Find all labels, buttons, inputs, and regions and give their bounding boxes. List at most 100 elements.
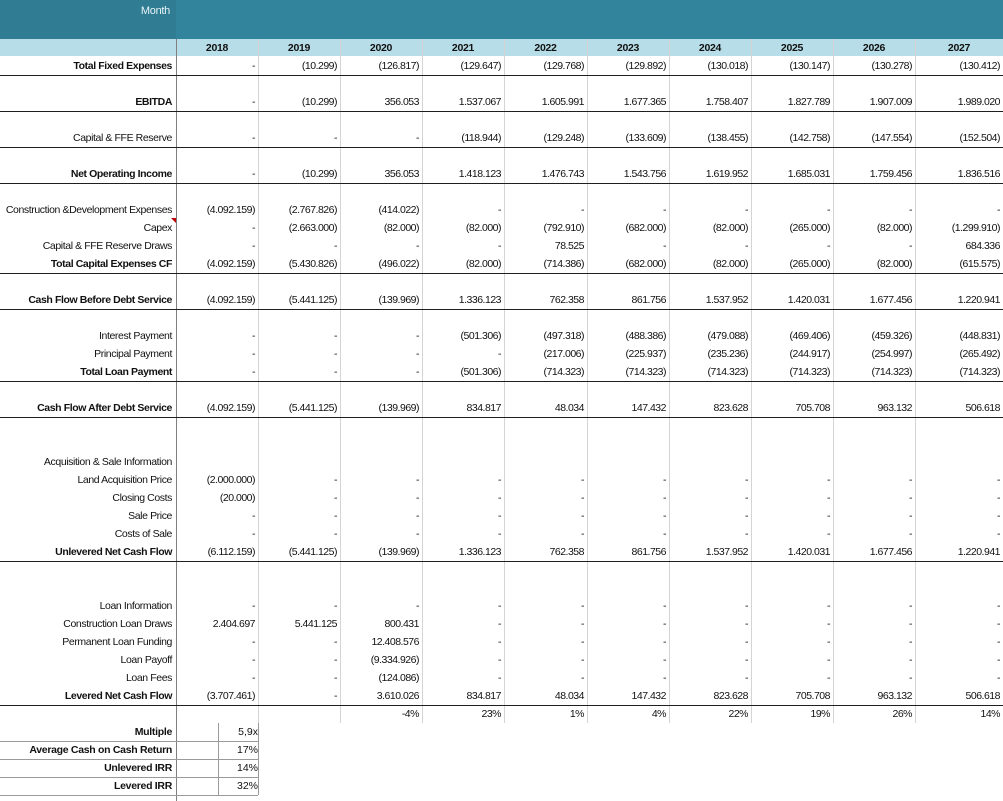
year-header-2025[interactable]: 2025	[780, 42, 804, 54]
cell-2025[interactable]: (142.758)	[789, 132, 831, 144]
cell-2021[interactable]: -	[498, 204, 502, 216]
cell-2022[interactable]: 1%	[569, 708, 585, 720]
cell-2020[interactable]: 3.610.026	[376, 690, 420, 702]
cell-2024[interactable]: -	[745, 618, 749, 630]
cell-2023[interactable]: -	[663, 204, 667, 216]
cell-2023[interactable]: -	[663, 492, 667, 504]
cell-2021[interactable]: -	[498, 510, 502, 522]
cell-2025[interactable]: 1.420.031	[787, 294, 831, 306]
cell-2020[interactable]: -	[416, 366, 420, 378]
month-header-cell[interactable]: Month	[0, 0, 176, 39]
cell-2019[interactable]: -	[334, 690, 338, 702]
cell-2021[interactable]: (82.000)	[465, 258, 502, 270]
cell-2021[interactable]: -	[498, 636, 502, 648]
cell-2018[interactable]: -	[252, 240, 256, 252]
cell-2019[interactable]: -	[334, 492, 338, 504]
cell-2022[interactable]: -	[581, 618, 585, 630]
cell-2022[interactable]: -	[581, 672, 585, 684]
cell-2021[interactable]: -	[498, 474, 502, 486]
cell-2025[interactable]: 1.827.789	[787, 96, 831, 108]
cell-2026[interactable]: -	[909, 204, 913, 216]
cell-2025[interactable]: -	[827, 654, 831, 666]
row-label[interactable]: Capex	[143, 222, 173, 234]
cell-2025[interactable]: 1.685.031	[787, 168, 831, 180]
cell-2027[interactable]: -	[997, 204, 1001, 216]
cell-2025[interactable]: -	[827, 240, 831, 252]
cell-2021[interactable]: -	[498, 240, 502, 252]
cell-2019[interactable]: (10.299)	[301, 168, 338, 180]
cell-2027[interactable]: (152.504)	[959, 132, 1001, 144]
cell-2021[interactable]: (118.944)	[461, 132, 501, 144]
cell-2026[interactable]: -	[909, 600, 913, 612]
cell-2018[interactable]: (6.112.159)	[207, 546, 256, 558]
cell-2018[interactable]: -	[252, 528, 256, 540]
cell-2023[interactable]: -	[663, 528, 667, 540]
cell-2026[interactable]: -	[909, 672, 913, 684]
cell-2022[interactable]: 1.476.743	[541, 168, 585, 180]
cell-2019[interactable]: -	[334, 636, 338, 648]
cell-2019[interactable]: (5.441.125)	[288, 546, 338, 558]
cell-2026[interactable]: 1.907.009	[869, 96, 913, 108]
cell-2023[interactable]: -	[663, 636, 667, 648]
cell-2018[interactable]: (4.092.159)	[206, 294, 256, 306]
cell-2018[interactable]: -	[252, 222, 256, 234]
cell-2022[interactable]: (714.386)	[543, 258, 585, 270]
cell-2018[interactable]: -	[252, 654, 256, 666]
cell-2020[interactable]: -	[416, 240, 420, 252]
cell-2027[interactable]: (448.831)	[959, 330, 1001, 342]
row-label[interactable]: Total Loan Payment	[80, 366, 172, 378]
row-label[interactable]: Sale Price	[128, 510, 172, 522]
row-label[interactable]: Closing Costs	[112, 492, 172, 504]
cell-2021[interactable]: 1.336.123	[458, 546, 502, 558]
cell-2019[interactable]: (10.299)	[301, 96, 338, 108]
cell-2022[interactable]: -	[581, 204, 585, 216]
row-label[interactable]: Costs of Sale	[114, 528, 173, 540]
cell-2027[interactable]: (615.575)	[959, 258, 1001, 270]
cell-2020[interactable]: -	[416, 510, 420, 522]
row-label[interactable]: Net Operating Income	[70, 168, 173, 180]
cell-2023[interactable]: 4%	[651, 708, 667, 720]
cell-2026[interactable]: 963.132	[877, 690, 913, 702]
cell-2020[interactable]: -	[416, 348, 420, 360]
cell-2022[interactable]: 762.358	[549, 546, 585, 558]
cell-2022[interactable]: 1.605.991	[541, 96, 585, 108]
summary-value[interactable]: 17%	[218, 741, 259, 759]
cell-2027[interactable]: (130.412)	[959, 60, 1001, 72]
cell-2026[interactable]: -	[909, 654, 913, 666]
cell-2026[interactable]: (147.554)	[871, 132, 913, 144]
year-header-2023[interactable]: 2023	[616, 42, 640, 54]
cell-2020[interactable]: 800.431	[384, 618, 420, 630]
cell-2018[interactable]: (2.000.000)	[206, 474, 256, 486]
cell-2023[interactable]: -	[663, 654, 667, 666]
cell-2019[interactable]: (2.767.826)	[288, 204, 338, 216]
cell-2026[interactable]: -	[909, 240, 913, 252]
cell-2027[interactable]: (1.299.910)	[951, 222, 1001, 234]
cell-2022[interactable]: -	[581, 636, 585, 648]
row-label[interactable]: Capital & FFE Reserve	[73, 132, 172, 144]
cell-2020[interactable]: (139.969)	[378, 294, 420, 306]
row-label[interactable]: Levered Net Cash Flow	[64, 690, 173, 702]
cell-2025[interactable]: 1.420.031	[787, 546, 831, 558]
cell-2018[interactable]: -	[252, 600, 256, 612]
year-header-2021[interactable]: 2021	[451, 42, 475, 54]
cell-2021[interactable]: -	[498, 348, 502, 360]
cell-2022[interactable]: -	[581, 492, 585, 504]
cell-2025[interactable]: -	[827, 636, 831, 648]
row-label[interactable]: Construction Loan Draws	[63, 618, 172, 630]
cell-2023[interactable]: 1.677.365	[623, 96, 667, 108]
cell-2027[interactable]: 1.220.941	[957, 294, 1001, 306]
cell-2020[interactable]: -	[416, 528, 420, 540]
cell-2024[interactable]: -	[745, 492, 749, 504]
cell-2020[interactable]: (82.000)	[383, 222, 420, 234]
row-label[interactable]: EBITDA	[135, 96, 172, 108]
summary-value[interactable]: 5,9x	[218, 723, 259, 741]
cell-2024[interactable]: (82.000)	[712, 222, 749, 234]
cell-2027[interactable]: -	[997, 492, 1001, 504]
cell-2025[interactable]: -	[827, 528, 831, 540]
cell-2018[interactable]: -	[252, 510, 256, 522]
cell-2019[interactable]: (10.299)	[301, 60, 338, 72]
cell-2024[interactable]: -	[745, 510, 749, 522]
cell-2023[interactable]: 861.756	[631, 546, 667, 558]
cell-2022[interactable]: -	[581, 528, 585, 540]
cell-2027[interactable]: (265.492)	[959, 348, 1001, 360]
